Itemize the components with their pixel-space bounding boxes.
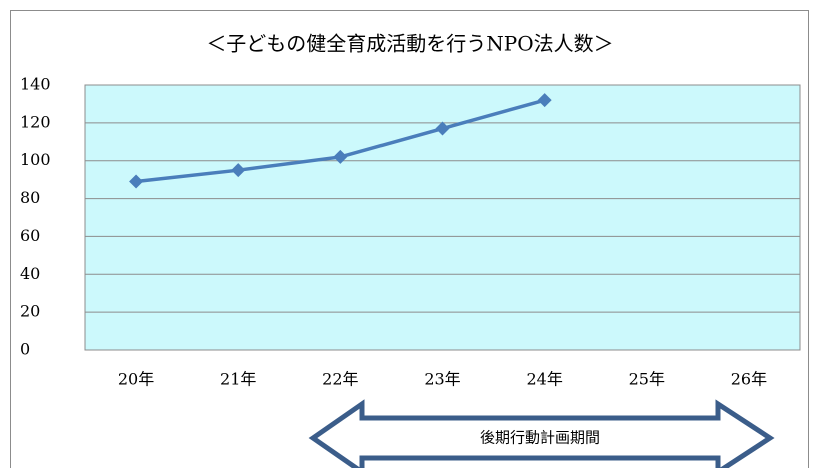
point-marker — [435, 121, 450, 136]
annotation: 後期行動計画期間 — [480, 429, 600, 447]
period-arrow — [308, 399, 775, 468]
x-tick-label: 20年 — [118, 370, 154, 389]
x-tick-label: 24年 — [526, 370, 562, 389]
point-marker — [333, 149, 348, 164]
x-tick-label: 22年 — [322, 370, 358, 389]
y-tick-label: 60 — [20, 226, 40, 245]
x-tick-label: 26年 — [731, 370, 767, 389]
y-tick-label: 120 — [20, 112, 51, 131]
x-tick-label: 25年 — [629, 370, 665, 389]
y-tick-label: 20 — [20, 302, 40, 321]
point-marker — [231, 163, 246, 178]
point-marker — [537, 93, 552, 108]
y-tick-label: 80 — [20, 188, 40, 207]
y-tick-label: 140 — [20, 75, 51, 94]
y-tick-label: 0 — [20, 340, 30, 359]
chart-title: ＜子どもの健全育成活動を行うNPO法人数＞ — [206, 32, 613, 56]
x-tick-label: 23年 — [424, 370, 460, 389]
point-marker — [129, 174, 144, 189]
y-tick-label: 40 — [20, 264, 40, 283]
marks: 0 20 40 60 80 100 120 140 20年 21年 22年 23年 24年 25年 26年 — [20, 75, 800, 389]
x-tick-label: 21年 — [220, 370, 256, 389]
y-tick-label: 100 — [20, 150, 51, 169]
